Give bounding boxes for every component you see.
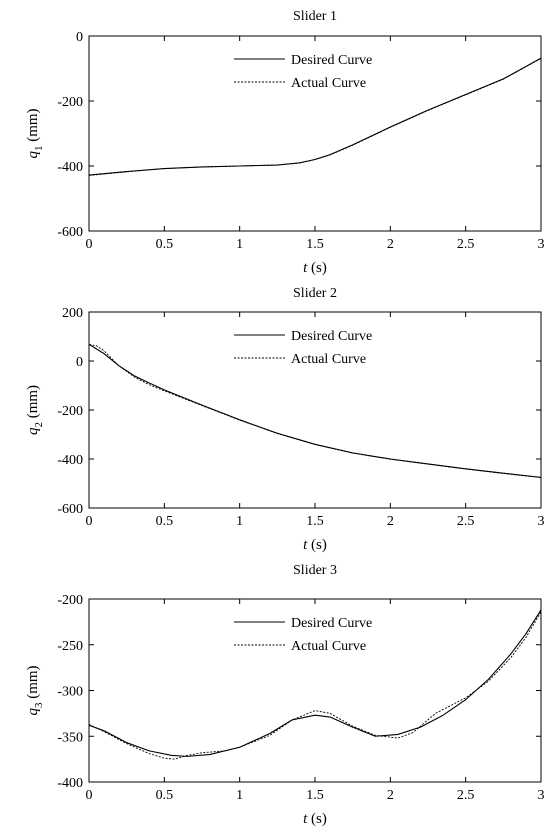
x-tick-label: 0.5 [156,514,174,529]
y-axis-label: q3 (mm) [25,665,45,715]
y-tick-label: -200 [57,95,83,110]
legend-label: Actual Curve [291,352,366,367]
y-tick-label: -600 [57,225,83,240]
x-tick-label: 0 [86,788,93,803]
y-tick-label: -200 [57,404,83,419]
y-tick-label: -300 [57,685,83,700]
legend-label: Actual Curve [291,76,366,91]
legend-label: Desired Curve [291,329,372,344]
x-axis-label: t (s) [303,811,327,827]
y-tick-label: -350 [57,730,83,745]
series-line-desired [89,609,541,757]
x-tick-label: 3 [538,237,545,252]
series-line-actual [89,58,541,176]
chart-panel-2: Slider 2 0 0.5 1 1.5 2 2.5 3 200 0 -200 -400 -600 t (… [25,286,545,553]
x-tick-label: 2 [387,237,394,252]
x-axis-label: t (s) [303,260,327,276]
y-tick-label: -400 [57,776,83,791]
x-tick-label: 1.5 [306,237,324,252]
chart-panel-1: Slider 1 0 0.5 1 1.5 2 2.5 3 0 -200 -400 -600 t (s) q… [25,9,545,276]
series-line-actual [89,343,541,479]
x-tick-label: 1.5 [306,514,324,529]
x-tick-label: 1 [236,788,243,803]
series-line-actual [89,611,541,760]
x-tick-label: 0 [86,514,93,529]
y-tick-label: -600 [57,502,83,517]
chart-title: Slider 2 [293,286,337,301]
chart-title: Slider 3 [293,563,337,578]
x-tick-label: 2.5 [457,237,475,252]
legend-label: Desired Curve [291,616,372,631]
y-axis-label: q1 (mm) [25,108,45,158]
y-axis-label: q2 (mm) [25,385,45,435]
y-tick-label: -400 [57,453,83,468]
y-tick-label: -200 [57,593,83,608]
y-tick-label: 200 [62,306,83,321]
x-tick-label: 3 [538,788,545,803]
legend-label: Actual Curve [291,639,366,654]
chart-panel-3: Slider 3 0 0.5 1 1.5 2 2.5 3 -200 -250 -300 -350 -40… [25,563,545,827]
y-tick-label: -400 [57,160,83,175]
x-tick-label: 3 [538,514,545,529]
x-tick-label: 2.5 [457,788,475,803]
x-axis-label: t (s) [303,537,327,553]
x-tick-label: 2 [387,788,394,803]
y-tick-label: -250 [57,639,83,654]
x-tick-label: 1.5 [306,788,324,803]
x-tick-label: 2.5 [457,514,475,529]
chart-title: Slider 1 [293,9,337,24]
x-tick-label: 1 [236,514,243,529]
legend-label: Desired Curve [291,53,372,68]
x-tick-label: 1 [236,237,243,252]
y-tick-label: 0 [76,30,83,45]
x-tick-label: 0 [86,237,93,252]
y-tick-label: 0 [76,355,83,370]
x-tick-label: 2 [387,514,394,529]
x-tick-label: 0.5 [156,237,174,252]
x-tick-label: 0.5 [156,788,174,803]
